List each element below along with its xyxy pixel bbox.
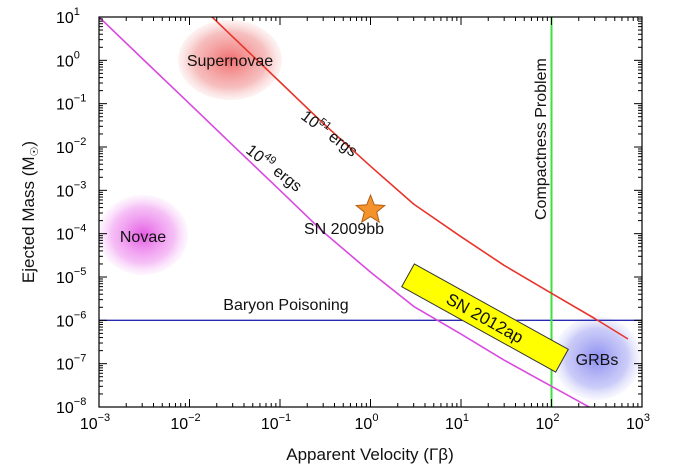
novae-label: Novae — [120, 229, 166, 246]
y-tick-label: 10−8 — [56, 396, 86, 417]
x-tick-label: 101 — [445, 412, 469, 433]
grbs-region — [553, 316, 641, 400]
grbs-label: GRBs — [576, 352, 619, 369]
series-line-1e49-ergs — [99, 17, 591, 407]
y-tick-label: 10−1 — [56, 93, 86, 114]
x-tick-label: 10−1 — [261, 412, 291, 433]
y-tick-labels: 10−8 10−7 10−6 10−5 10−4 10−3 10−2 10−1 100 101 — [56, 6, 86, 417]
sn2009bb-label: SN 2009bb — [304, 221, 384, 238]
y-tick-label: 100 — [56, 49, 80, 70]
x-tick-labels: 10−3 10−2 10−1 100 101 102 103 — [80, 412, 650, 433]
y-tick-label: 10−2 — [56, 136, 86, 157]
compactness-problem-label: Compactness Problem — [533, 58, 550, 220]
x-tick-label: 10−2 — [170, 412, 200, 433]
series-layer — [99, 17, 629, 407]
y-tick-label: 10−7 — [56, 353, 86, 374]
supernovae-region — [178, 20, 282, 100]
x-tick-label: 10−3 — [80, 412, 110, 433]
supernovae-label: Supernovae — [187, 53, 273, 70]
x-tick-label: 103 — [626, 412, 650, 433]
novae-region — [98, 195, 188, 275]
x-axis-label: Apparent Velocity (Γβ) — [286, 445, 454, 464]
y-tick-label: 10−5 — [56, 266, 86, 287]
y-tick-label: 10−3 — [56, 179, 86, 200]
y-tick-label: 10−6 — [56, 309, 86, 330]
sn2009bb-star-marker — [354, 193, 387, 224]
sn2012ap-box — [401, 263, 569, 373]
sn2012ap-label: SN 2012ap — [443, 290, 527, 348]
series-label-1e49: 1049 ergs — [243, 139, 307, 195]
baryon-poisoning-label: Baryon Poisoning — [223, 297, 348, 314]
regions-layer — [98, 20, 641, 400]
y-tick-label: 101 — [56, 6, 80, 27]
y-tick-label: 10−4 — [56, 223, 86, 244]
ticks-layer — [98, 17, 642, 408]
sn2009bb-layer — [354, 193, 387, 224]
x-tick-label: 102 — [536, 412, 560, 433]
y-axis-label: Ejected Mass (M☉) — [19, 141, 41, 283]
annotations-layer: Supernovae Novae GRBs SN 2009bb Baryon P… — [120, 53, 618, 369]
sn2012ap-box-layer: SN 2012ap — [401, 263, 569, 373]
series-line-1e51-ergs — [210, 17, 629, 340]
series-label-1e51: 1051 ergs — [298, 105, 362, 160]
x-tick-label: 100 — [355, 412, 379, 433]
